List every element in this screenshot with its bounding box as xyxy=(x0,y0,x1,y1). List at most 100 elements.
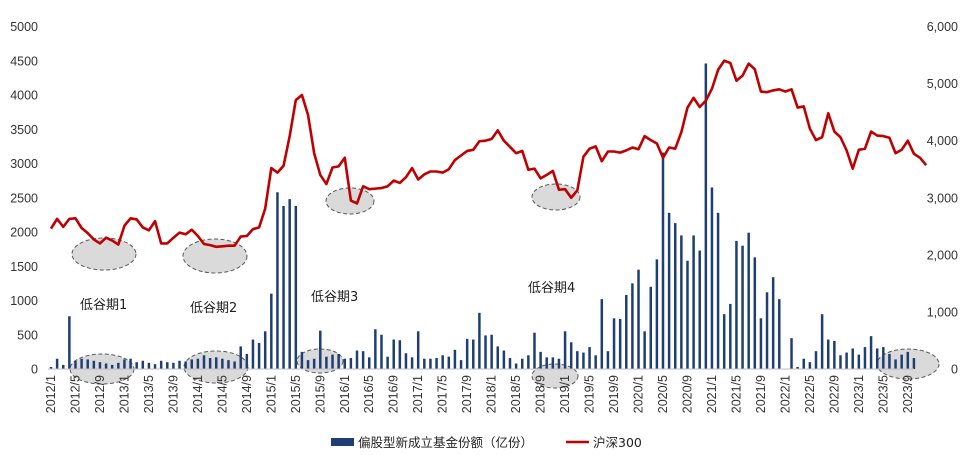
bar xyxy=(398,340,402,369)
bar xyxy=(423,358,426,369)
bar xyxy=(202,355,206,369)
annotation-trough-4: 低谷期4 xyxy=(528,281,575,296)
bar xyxy=(233,361,236,369)
x-axis-tick-label: 2019/1 xyxy=(558,375,572,413)
bar xyxy=(747,232,750,369)
bar xyxy=(655,259,659,369)
bar xyxy=(588,347,591,369)
bar xyxy=(429,358,432,369)
bar xyxy=(680,235,683,369)
bar xyxy=(294,205,298,369)
bar xyxy=(435,358,438,369)
x-axis-tick-label: 2012/9 xyxy=(93,375,107,413)
bar xyxy=(545,357,548,369)
x-axis-tick-label: 2020/9 xyxy=(680,375,694,413)
trough-ellipse xyxy=(531,363,579,389)
bar xyxy=(778,299,781,369)
bar xyxy=(710,187,714,369)
x-axis-tick-label: 2016/9 xyxy=(387,375,401,413)
bar xyxy=(673,223,677,369)
bar xyxy=(625,295,628,369)
bar xyxy=(851,348,854,369)
bar xyxy=(239,346,242,369)
bar xyxy=(453,349,457,369)
bar xyxy=(306,360,310,369)
bar xyxy=(380,334,383,369)
bar xyxy=(86,359,89,369)
bar xyxy=(753,257,757,369)
bar xyxy=(386,356,389,369)
bar xyxy=(520,358,524,369)
bar xyxy=(631,283,634,370)
bar xyxy=(159,360,163,369)
left-axis-tick-label: 3500 xyxy=(10,123,38,137)
bar xyxy=(288,199,291,369)
bar xyxy=(557,358,561,369)
bar xyxy=(263,331,267,369)
bar xyxy=(833,340,836,369)
bar xyxy=(74,360,77,369)
bar xyxy=(863,347,867,369)
bar xyxy=(147,362,151,369)
x-axis-tick-label: 2012/5 xyxy=(68,375,82,413)
x-axis-tick-label: 2016/1 xyxy=(338,375,352,413)
bar xyxy=(857,354,861,369)
bar xyxy=(410,357,414,369)
bar xyxy=(820,314,824,369)
bar xyxy=(300,351,304,370)
bar xyxy=(606,351,610,369)
bar xyxy=(312,358,316,369)
bar xyxy=(80,358,83,369)
bar xyxy=(472,339,475,369)
bar xyxy=(716,212,720,369)
bar xyxy=(496,346,500,369)
bar xyxy=(600,299,604,369)
bar xyxy=(582,352,585,369)
bar xyxy=(355,350,359,369)
left-axis-tick-label: 1500 xyxy=(10,260,38,274)
bar xyxy=(98,362,102,369)
x-axis-ticks: 2012/1 2012/5 2012/9 2013/1 2013/5 2013/9 2014… xyxy=(44,375,915,413)
bar xyxy=(698,250,701,369)
left-axis: 0 500 1000 1500 2000 2500 3000 3500 4000 4500 5000 xyxy=(10,20,38,377)
bar xyxy=(465,338,469,369)
x-axis-tick-label: 2019/5 xyxy=(583,375,597,413)
bar xyxy=(484,335,487,369)
bar xyxy=(214,357,218,369)
bar xyxy=(814,351,818,369)
bar xyxy=(527,355,530,369)
x-axis-tick-label: 2020/5 xyxy=(656,375,670,413)
x-axis-tick-label: 2021/1 xyxy=(705,375,719,413)
bar xyxy=(612,318,616,369)
bar xyxy=(337,353,340,369)
bar xyxy=(245,353,249,369)
bar xyxy=(257,342,261,369)
bar xyxy=(490,334,493,369)
bar xyxy=(367,357,371,369)
bar xyxy=(845,352,848,369)
bar xyxy=(533,332,536,369)
bar xyxy=(270,293,273,369)
bar xyxy=(618,319,622,369)
bar xyxy=(135,362,138,369)
right-axis-tick-label: 3,000 xyxy=(927,191,958,205)
annotation-trough-1: 低谷期1 xyxy=(80,298,127,313)
bar xyxy=(802,358,806,369)
bar xyxy=(319,330,322,369)
x-axis-tick-label: 2021/9 xyxy=(754,375,768,413)
right-axis-tick-label: 0 xyxy=(951,363,958,377)
left-axis-tick-label: 2500 xyxy=(10,191,38,205)
x-axis-tick-label: 2022/1 xyxy=(778,375,792,413)
left-axis-tick-label: 5000 xyxy=(10,20,38,34)
bar xyxy=(735,240,738,369)
x-axis-tick-label: 2022/5 xyxy=(803,375,817,413)
bar xyxy=(68,316,71,369)
left-axis-tick-label: 3000 xyxy=(10,157,38,171)
bar xyxy=(178,360,181,369)
left-axis-tick-label: 4000 xyxy=(10,89,38,103)
bar xyxy=(704,63,708,370)
trough-ellipse xyxy=(71,237,137,271)
bar xyxy=(894,359,897,369)
bar xyxy=(882,347,885,369)
